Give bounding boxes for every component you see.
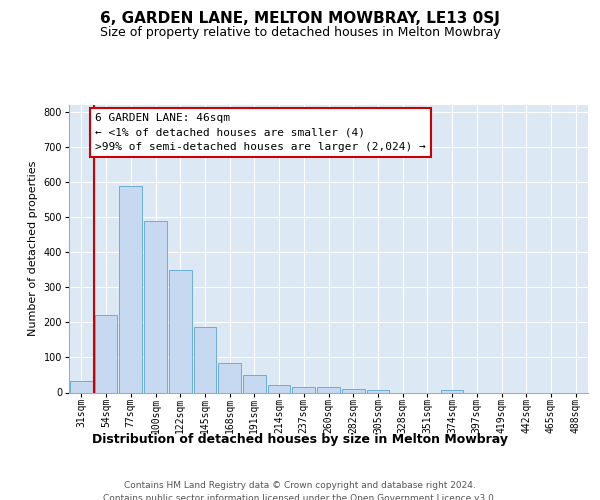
Text: Size of property relative to detached houses in Melton Mowbray: Size of property relative to detached ho… (100, 26, 500, 39)
Bar (441, 390, 463, 392)
Text: Contains HM Land Registry data © Crown copyright and database right 2024.
Contai: Contains HM Land Registry data © Crown c… (103, 481, 497, 500)
Bar (144, 222, 167, 392)
Bar (194, 326, 216, 392)
Bar (342, 389, 365, 392)
Bar (70, 382, 93, 392)
Y-axis label: Number of detached properties: Number of detached properties (28, 161, 38, 336)
Bar (292, 387, 315, 392)
Bar (268, 386, 290, 392)
Bar (367, 390, 389, 392)
Bar (119, 186, 142, 392)
Text: 6, GARDEN LANE, MELTON MOWBRAY, LE13 0SJ: 6, GARDEN LANE, MELTON MOWBRAY, LE13 0SJ (100, 11, 500, 26)
Text: Distribution of detached houses by size in Melton Mowbray: Distribution of detached houses by size … (92, 432, 508, 446)
Bar (169, 270, 191, 392)
Bar (95, 316, 118, 392)
Bar (317, 387, 340, 392)
Bar (243, 375, 266, 392)
Bar (218, 362, 241, 392)
Text: 6 GARDEN LANE: 46sqm
← <1% of detached houses are smaller (4)
>99% of semi-detac: 6 GARDEN LANE: 46sqm ← <1% of detached h… (95, 112, 426, 152)
